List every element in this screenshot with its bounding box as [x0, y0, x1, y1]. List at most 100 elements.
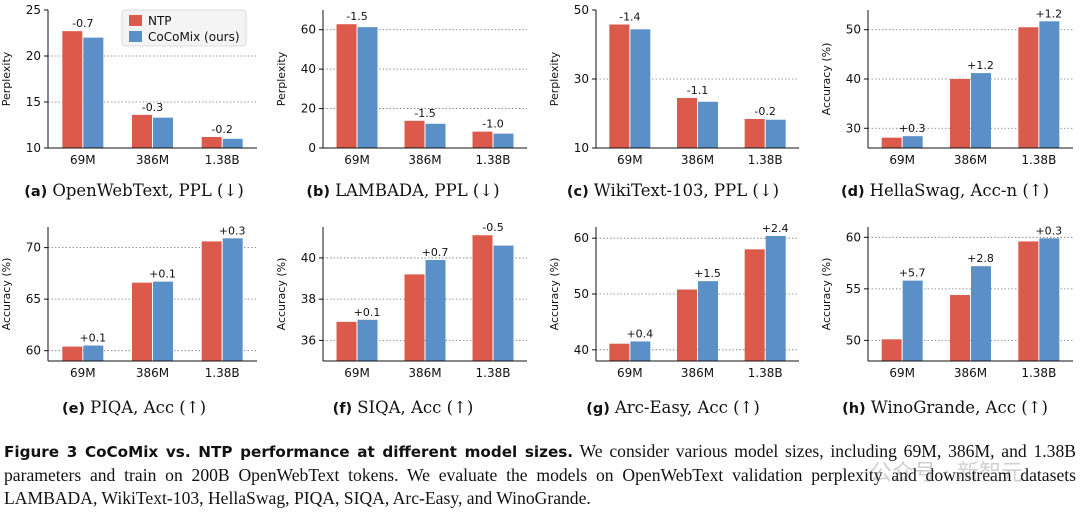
bar-annotation: -0.2	[211, 123, 232, 136]
legend-box	[121, 9, 247, 47]
x-tick-label: 386M	[681, 153, 714, 167]
bar-ntp	[472, 131, 493, 148]
x-tick-label: 69M	[617, 153, 643, 167]
bar-annotation: -1.4	[619, 10, 640, 23]
x-tick-label: 1.38B	[205, 366, 240, 380]
subplot-title: Arc-Easy, Acc (↑)	[614, 398, 760, 417]
chart-panel: -1.5 69M -1.5 386M -1.0 1.38B 0 20 40 60 Perplexit…	[275, 10, 527, 200]
x-tick-label: 1.38B	[1021, 153, 1056, 167]
subplot-title: OpenWebText, PPL (↓)	[52, 181, 243, 200]
bar-ntp	[62, 346, 83, 361]
x-tick-label: 386M	[954, 153, 987, 167]
y-axis-label: Accuracy (%)	[0, 258, 13, 331]
chart-panel: -1.4 69M -1.1 386M -0.2 1.38B 10 30 50 Perplexity…	[548, 3, 799, 200]
bar-annotation: +0.3	[899, 122, 926, 135]
bar-cocomix	[425, 123, 446, 148]
subplot-letter: (c)	[567, 184, 594, 200]
y-tick-label: 50	[574, 3, 589, 17]
subplot-caption: (e) PIQA, Acc (↑)	[62, 398, 206, 417]
x-tick-label: 1.38B	[748, 153, 783, 167]
y-tick-label: 40	[301, 251, 316, 265]
subplot-letter: (f)	[333, 401, 358, 417]
subplot-caption: (c) WikiText-103, PPL (↓)	[567, 181, 779, 200]
bar-ntp	[881, 339, 902, 361]
subplot-letter: (g)	[586, 401, 615, 417]
bar-ntp	[404, 120, 425, 148]
bar-cocomix	[765, 119, 786, 148]
bar-annotation: +0.1	[354, 306, 381, 319]
watermark-text: 公众号 · 新智元	[870, 461, 1023, 486]
bar-ntp	[1018, 27, 1039, 148]
chart-panel: +0.3 69M +1.2 386M +1.2 1.38B 30 40 50 Accuracy (…	[820, 7, 1073, 200]
bar-cocomix	[902, 280, 923, 361]
y-tick-label: 65	[26, 292, 41, 306]
bar-annotation: -1.0	[482, 118, 503, 131]
bar-cocomix	[698, 281, 718, 361]
bar-ntp	[132, 114, 152, 148]
y-axis-label: Perplexity	[0, 51, 13, 106]
chart-panel: +0.4 69M +1.5 386M +2.4 1.38B 40 50 60 Accuracy (…	[548, 222, 799, 417]
y-tick-label: 15	[26, 95, 41, 109]
subplot-title: SIQA, Acc (↑)	[357, 398, 473, 417]
bar-annotation: +0.7	[422, 246, 449, 259]
legend-label-ntp: NTP	[148, 14, 172, 28]
caption-body: We consider various model sizes, includi…	[4, 441, 1076, 508]
subplot-letter: (d)	[841, 184, 870, 200]
bar-cocomix	[425, 259, 446, 361]
x-tick-label: 386M	[408, 366, 441, 380]
bar-ntp	[744, 119, 765, 148]
y-tick-label: 0	[308, 141, 316, 155]
bar-annotation: -1.5	[414, 107, 435, 120]
bar-ntp	[62, 31, 83, 148]
subplot-caption: (a) OpenWebText, PPL (↓)	[24, 181, 244, 200]
bar-cocomix	[630, 341, 651, 361]
bar-cocomix	[971, 73, 991, 148]
y-tick-label: 40	[846, 72, 861, 86]
bar-cocomix	[357, 319, 378, 361]
y-tick-label: 40	[574, 343, 589, 357]
y-axis-label: Perplexity	[275, 51, 288, 106]
bar-annotation: +2.4	[762, 222, 789, 235]
x-tick-label: 69M	[617, 366, 643, 380]
x-tick-label: 69M	[70, 153, 96, 167]
y-tick-label: 10	[574, 141, 589, 155]
bar-annotation: -0.5	[482, 221, 503, 234]
bar-ntp	[336, 321, 357, 361]
bar-ntp	[677, 97, 697, 148]
bar-ntp	[950, 295, 970, 361]
bar-ntp	[609, 24, 630, 149]
figure-charts: -0.7 69M -0.3 386M -0.2 1.38B 10 15 20 25 Perplexi…	[0, 3, 1073, 417]
y-tick-label: 20	[26, 49, 41, 63]
y-tick-label: 40	[301, 62, 316, 76]
y-tick-label: 50	[846, 23, 861, 37]
bar-ntp	[1018, 241, 1039, 361]
bar-cocomix	[357, 27, 378, 148]
bar-cocomix	[493, 133, 514, 148]
bar-annotation: +1.2	[1035, 7, 1062, 20]
x-tick-label: 386M	[136, 153, 169, 167]
subplot-letter: (b)	[306, 184, 335, 200]
subplot-caption: (b) LAMBADA, PPL (↓)	[306, 181, 499, 200]
bar-annotation: +2.8	[967, 252, 994, 265]
x-tick-label: 386M	[136, 366, 169, 380]
bar-cocomix	[83, 37, 104, 148]
subplot-letter: (h)	[842, 401, 871, 417]
bar-ntp	[677, 289, 697, 361]
bar-ntp	[336, 24, 357, 148]
bar-ntp	[201, 241, 222, 361]
bar-cocomix	[153, 117, 173, 148]
subplot-title: LAMBADA, PPL (↓)	[335, 181, 500, 200]
bar-annotation: -1.1	[687, 84, 708, 97]
bar-cocomix	[1039, 238, 1060, 361]
bar-cocomix	[493, 245, 514, 361]
bar-ntp	[404, 274, 425, 361]
subplot-title: WikiText-103, PPL (↓)	[594, 181, 779, 200]
x-tick-label: 1.38B	[476, 366, 511, 380]
legend-swatch-cocomix	[129, 31, 142, 42]
caption-lead: Figure 3 CoCoMix vs. NTP performance at …	[4, 443, 574, 461]
bar-cocomix	[83, 345, 104, 361]
y-tick-label: 70	[26, 241, 41, 255]
y-tick-label: 36	[301, 333, 316, 347]
bar-annotation: +1.2	[967, 59, 994, 72]
x-tick-label: 386M	[408, 153, 441, 167]
